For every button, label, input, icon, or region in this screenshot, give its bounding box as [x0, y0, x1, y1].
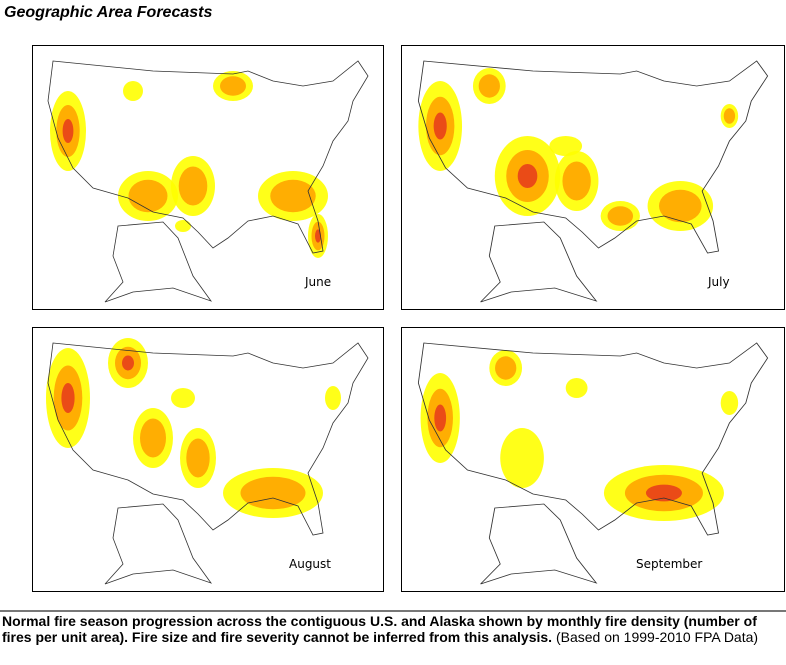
map-august: August — [32, 327, 384, 592]
fire-density-area — [220, 76, 246, 96]
fire-density-area — [607, 206, 634, 226]
fire-density-area — [62, 119, 74, 143]
fire-density-area — [562, 161, 591, 201]
month-label: June — [305, 275, 332, 289]
fire-density-area — [433, 112, 447, 140]
us-outline — [47, 60, 369, 254]
month-label: September — [636, 557, 703, 571]
alaska-outline — [480, 503, 598, 585]
fire-density-area — [122, 355, 134, 371]
fire-density-area — [140, 418, 166, 458]
fire-density-map — [46, 338, 369, 585]
us-outline — [47, 342, 369, 536]
fire-density-area — [315, 229, 321, 243]
caption-source: (Based on 1999-2010 FPA Data) — [552, 629, 759, 645]
us-outline — [417, 60, 769, 254]
fire-density-map — [47, 60, 369, 303]
fire-density-area — [178, 166, 208, 206]
page-title: Geographic Area Forecasts — [4, 4, 213, 21]
fire-density-area — [240, 476, 306, 510]
fire-density-area — [123, 81, 143, 101]
fire-density-area — [171, 388, 195, 408]
fire-density-area — [720, 391, 739, 415]
map-july: July — [401, 45, 785, 310]
caption-bold: Normal fire season progression across th… — [2, 613, 757, 645]
month-label: July — [708, 275, 730, 289]
month-label: August — [289, 557, 331, 571]
fire-density-area — [175, 220, 191, 232]
fire-density-area — [128, 179, 168, 213]
alaska-outline — [104, 503, 213, 585]
fire-density-area — [325, 386, 341, 410]
alaska-outline — [480, 221, 598, 303]
fire-density-area — [500, 428, 544, 488]
fire-density-area — [659, 189, 702, 223]
fire-density-area — [478, 74, 500, 98]
divider — [0, 610, 786, 612]
fire-density-area — [495, 356, 517, 380]
fire-density-area — [517, 164, 538, 188]
fire-density-map — [417, 342, 769, 585]
fire-density-area — [270, 179, 316, 213]
us-outline — [417, 342, 769, 536]
fire-density-area — [645, 484, 682, 502]
alaska-outline — [104, 221, 213, 303]
fire-density-area — [186, 438, 210, 478]
fire-density-area — [61, 383, 75, 413]
map-september: September — [401, 327, 785, 592]
fire-density-area — [565, 378, 588, 398]
fire-density-map — [417, 60, 769, 303]
map-june: June — [32, 45, 384, 310]
figure-caption: Normal fire season progression across th… — [2, 613, 784, 645]
fire-density-area — [434, 404, 447, 432]
fire-density-area — [549, 136, 583, 156]
fire-density-area — [723, 108, 736, 124]
